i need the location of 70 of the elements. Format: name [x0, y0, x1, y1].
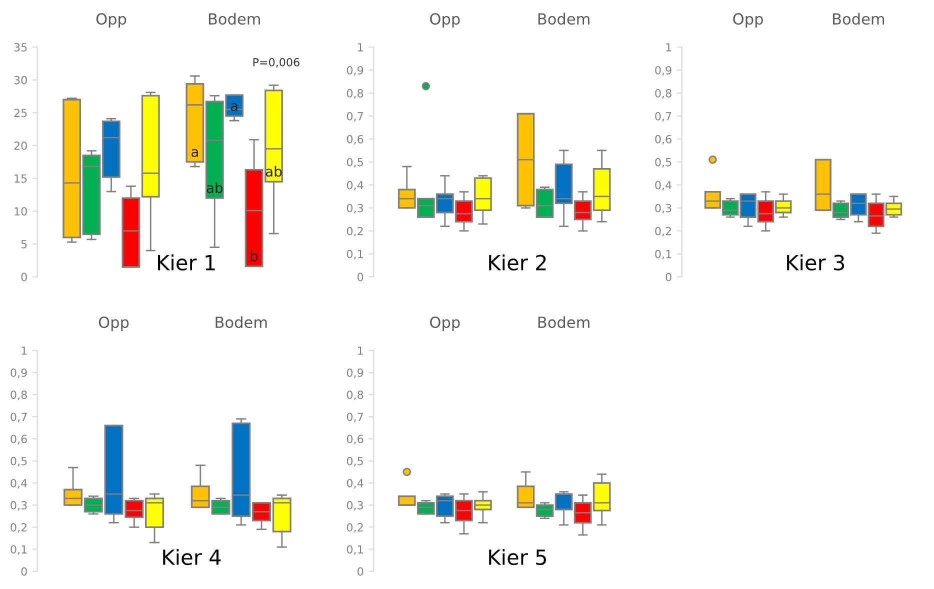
- y-tick-label: 0: [21, 567, 27, 576]
- x-tick-label: Opp: [430, 13, 460, 28]
- y-tick-label: 0: [666, 272, 672, 282]
- y-tick-label: 0,9: [10, 368, 27, 378]
- y-tick-label: 0,7: [346, 112, 363, 122]
- y-tick-label: 0,7: [655, 112, 672, 122]
- y-tick-label: 0,9: [346, 368, 364, 378]
- y-tick-label: 0,5: [346, 158, 363, 168]
- y-tick-label: 10: [14, 207, 27, 216]
- y-tick-label: 0,3: [655, 204, 672, 214]
- annotation: P=0,006: [253, 58, 300, 68]
- text: a: [192, 149, 198, 157]
- y-tick-label: 0,4: [655, 180, 672, 190]
- y-tick-label: 1: [22, 346, 27, 355]
- y-tick-label: 0,5: [346, 456, 363, 466]
- y-tick-label: 0,7: [346, 412, 363, 422]
- y-tick-label: 0,2: [655, 226, 671, 236]
- y-tick-label: 5: [21, 240, 27, 248]
- text: Kier 1: [158, 254, 215, 270]
- y-tick-label: 0,5: [10, 456, 27, 466]
- y-tick-label: 1: [358, 346, 363, 355]
- y-tick-label: 0,8: [346, 89, 364, 99]
- y-tick-label: 0,5: [655, 158, 672, 168]
- x-tick-label: Bodem: [538, 316, 590, 328]
- y-tick-label: 25: [14, 108, 27, 118]
- y-tick-label: 0,2: [346, 226, 363, 236]
- y-tick-label: 0,6: [10, 434, 27, 444]
- y-tick-label: 1: [358, 43, 363, 52]
- x-tick-label: Opp: [733, 13, 763, 28]
- y-tick-label: 0,6: [655, 134, 672, 145]
- y-tick-label: 0,1: [346, 545, 363, 555]
- y-tick-label: 0,1: [655, 250, 672, 260]
- y-tick-label: 0,4: [346, 180, 364, 190]
- x-tick-label: Bodem: [216, 316, 267, 328]
- y-tick-label: 0,6: [346, 134, 364, 145]
- y-tick-label: 0,4: [346, 478, 364, 488]
- y-tick-label: 0,3: [346, 204, 363, 214]
- y-tick-label: 0,2: [10, 523, 27, 533]
- x-tick-label: Opp: [96, 13, 126, 28]
- y-tick-label: 0,8: [346, 390, 364, 400]
- y-tick-label: 0: [358, 567, 364, 576]
- y-tick-label: 0,9: [655, 66, 672, 76]
- y-tick-label: 0,1: [10, 545, 27, 555]
- y-tick-label: 0,8: [655, 89, 672, 99]
- text: Kier 2: [489, 254, 546, 270]
- text: b: [250, 250, 258, 262]
- text: Kier 4: [163, 548, 221, 566]
- y-tick-label: 20: [14, 142, 27, 150]
- y-tick-label: 15: [14, 174, 27, 183]
- y-tick-label: 0,2: [346, 523, 363, 533]
- y-tick-label: 0,9: [346, 66, 364, 76]
- y-tick-label: 0,8: [10, 390, 27, 400]
- y-tick-label: 0: [358, 272, 364, 282]
- y-tick-label: 0,1: [346, 250, 363, 260]
- x-tick-label: Bodem: [833, 12, 884, 25]
- y-tick-label: 0,3: [346, 501, 363, 511]
- x-tick-label: Opp: [98, 316, 129, 332]
- y-tick-label: 0,3: [10, 501, 27, 511]
- y-tick-label: 0,7: [10, 412, 27, 422]
- y-tick-label: 30: [14, 76, 27, 84]
- y-tick-label: 0,6: [346, 434, 364, 444]
- y-tick-label: 0: [21, 272, 27, 282]
- y-tick-label: 35: [14, 43, 27, 52]
- text: Kier 5: [489, 548, 546, 566]
- x-tick-label: Opp: [430, 316, 460, 332]
- text: Kier 3: [787, 254, 844, 270]
- y-tick-label: 1: [666, 43, 672, 52]
- y-tick-label: 0,4: [10, 478, 28, 488]
- x-tick-label: Bodem: [208, 12, 260, 25]
- x-tick-label: Bodem: [538, 12, 590, 25]
